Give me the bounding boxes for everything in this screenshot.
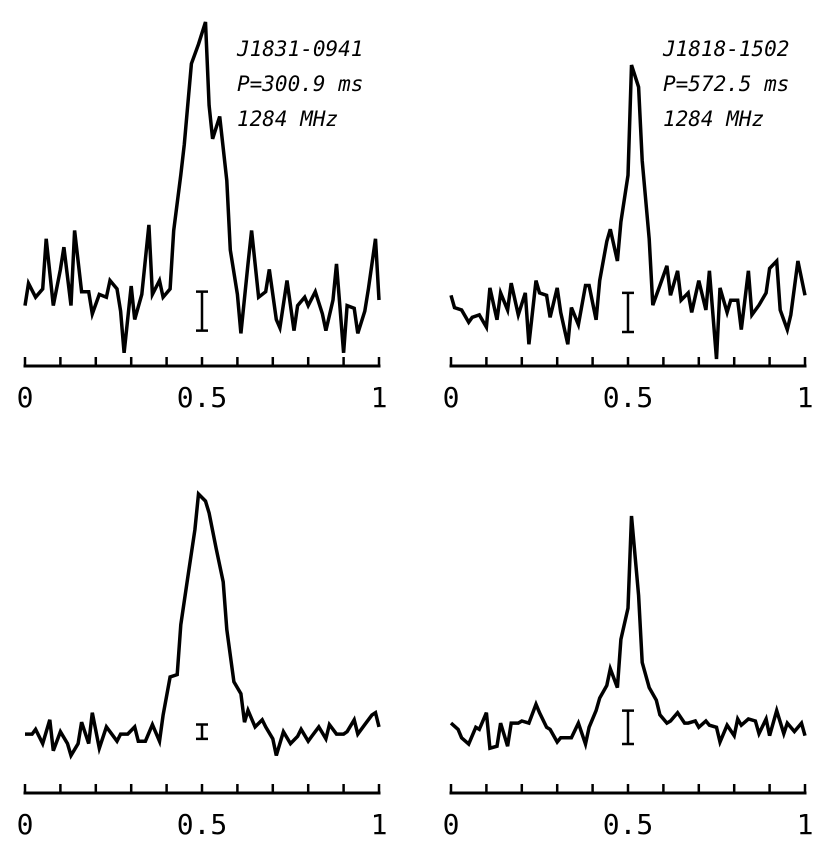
x-tick-label: 0 bbox=[17, 381, 34, 414]
annotation: P=572.5 ms bbox=[663, 72, 789, 96]
error-bar bbox=[622, 291, 634, 334]
error-bar bbox=[196, 290, 208, 332]
x-tick-label: 0 bbox=[443, 381, 460, 414]
x-tick-label: 1 bbox=[371, 381, 388, 414]
error-bar bbox=[196, 723, 208, 741]
x-tick-label: 0 bbox=[443, 808, 460, 841]
annotation: J1818-1502 bbox=[662, 37, 789, 61]
profile-line bbox=[449, 64, 807, 360]
profile-line bbox=[25, 490, 381, 760]
x-tick-label: 1 bbox=[797, 808, 814, 841]
error-bar bbox=[622, 709, 634, 746]
x-tick-label: 0.5 bbox=[603, 381, 654, 414]
x-tick-label: 0.5 bbox=[603, 808, 654, 841]
x-tick-label: 0.5 bbox=[177, 808, 228, 841]
profile-line bbox=[449, 515, 807, 751]
x-tick-label: 0.5 bbox=[177, 381, 228, 414]
x-tick-label: 1 bbox=[371, 808, 388, 841]
x-tick-label: 1 bbox=[797, 381, 814, 414]
x-tick-label: 0 bbox=[17, 808, 34, 841]
annotation: J1831-0941 bbox=[236, 37, 363, 61]
annotation: 1284 MHz bbox=[237, 107, 338, 131]
annotation: P=300.9 ms bbox=[237, 72, 363, 96]
annotation: 1284 MHz bbox=[663, 107, 764, 131]
profile-line bbox=[23, 21, 381, 353]
